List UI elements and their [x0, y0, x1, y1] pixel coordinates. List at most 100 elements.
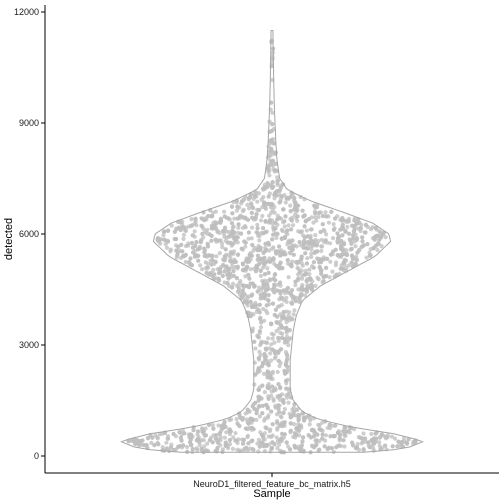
data-point	[307, 241, 312, 246]
data-point	[266, 201, 271, 206]
data-point	[262, 272, 267, 277]
data-point	[296, 418, 301, 423]
data-point	[165, 239, 171, 244]
data-point	[217, 251, 222, 256]
data-point	[293, 298, 298, 304]
data-point	[308, 276, 313, 281]
data-point	[155, 435, 160, 440]
data-point	[316, 214, 321, 219]
data-point	[263, 346, 268, 351]
data-point	[271, 232, 276, 237]
data-point	[259, 341, 264, 346]
data-point	[230, 242, 235, 247]
data-point	[246, 272, 251, 278]
data-point	[320, 222, 325, 227]
data-point	[271, 245, 276, 250]
data-point	[285, 228, 290, 233]
data-point	[265, 385, 270, 390]
data-point	[245, 407, 250, 412]
data-point	[261, 226, 266, 231]
data-point	[258, 273, 263, 278]
data-point	[205, 441, 210, 446]
data-point	[351, 229, 356, 234]
data-point	[253, 303, 259, 308]
data-point	[254, 212, 259, 217]
data-point	[365, 242, 370, 247]
data-point	[282, 219, 287, 224]
data-point	[317, 265, 322, 270]
data-point	[269, 434, 274, 439]
data-point	[222, 214, 227, 219]
data-point	[203, 433, 208, 438]
data-point	[274, 288, 280, 293]
data-point	[324, 265, 329, 270]
data-point	[240, 417, 245, 422]
data-point	[190, 223, 195, 228]
data-point	[200, 267, 205, 272]
data-point	[319, 248, 324, 254]
data-point	[265, 369, 270, 374]
data-point	[262, 443, 267, 448]
data-point	[195, 247, 201, 252]
data-point	[256, 285, 262, 290]
data-point	[217, 278, 222, 283]
data-point	[244, 283, 249, 289]
data-point	[328, 252, 333, 257]
data-point	[255, 199, 260, 204]
data-point	[172, 236, 177, 242]
data-point	[245, 433, 251, 438]
data-point	[265, 155, 271, 160]
data-point	[318, 427, 324, 432]
data-point	[234, 283, 239, 288]
data-point	[176, 244, 181, 249]
data-point	[222, 209, 227, 214]
data-point	[250, 205, 256, 210]
data-point	[285, 395, 290, 400]
data-point	[346, 231, 352, 236]
data-point	[306, 217, 311, 222]
data-point	[317, 447, 322, 452]
data-point	[223, 247, 228, 252]
data-point	[265, 185, 270, 190]
data-point	[288, 203, 293, 208]
data-point	[235, 264, 240, 269]
data-point	[269, 210, 274, 216]
data-point	[264, 426, 269, 431]
data-point	[286, 336, 292, 342]
data-point	[309, 254, 314, 260]
data-point	[246, 236, 251, 241]
data-point	[210, 214, 215, 219]
data-point	[157, 432, 163, 437]
data-point	[214, 433, 219, 438]
data-point	[332, 433, 337, 439]
data-point	[193, 216, 198, 221]
data-point	[224, 264, 229, 269]
data-point	[270, 369, 275, 374]
data-point	[340, 233, 345, 238]
data-point	[396, 439, 401, 444]
data-point	[171, 447, 176, 453]
data-point	[257, 414, 262, 419]
data-point	[262, 418, 267, 423]
data-point	[383, 443, 388, 448]
data-point	[277, 437, 282, 443]
data-point	[315, 275, 320, 280]
data-point	[380, 232, 385, 237]
data-point	[272, 312, 277, 318]
data-point	[182, 431, 187, 436]
data-point	[304, 289, 310, 294]
data-point	[372, 436, 377, 441]
data-point	[314, 443, 319, 448]
data-point	[203, 229, 208, 234]
data-point	[162, 237, 167, 242]
data-point	[284, 440, 289, 445]
y-tick-label: 0	[34, 451, 39, 461]
data-point	[255, 253, 260, 258]
data-point	[335, 430, 341, 435]
data-point	[354, 236, 360, 241]
data-point	[282, 337, 287, 342]
data-point	[213, 209, 218, 214]
data-point	[205, 244, 211, 249]
data-point	[216, 440, 221, 445]
data-point	[267, 218, 273, 223]
